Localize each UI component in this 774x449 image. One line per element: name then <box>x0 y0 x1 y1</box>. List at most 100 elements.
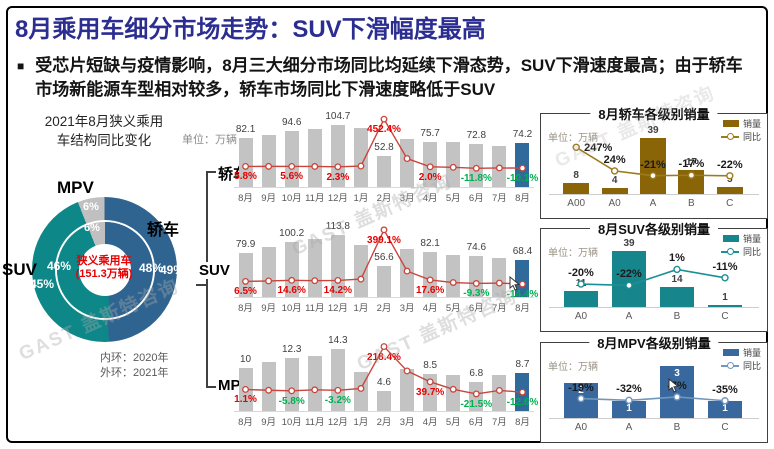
trend-bar-value: 72.8 <box>466 129 487 141</box>
trend-yoy-label: -21.5% <box>460 398 493 410</box>
axis-month-label: 12月 <box>327 303 348 314</box>
legend-sales-label: 销量 <box>742 348 761 358</box>
donut-note-outer: 外环：2021年 <box>100 367 169 379</box>
axis-month-label: 5月 <box>445 417 461 428</box>
trend-bar <box>238 138 253 187</box>
legend-line-marker <box>726 248 734 255</box>
axis-month-label: 7月 <box>492 417 507 428</box>
panel-bar <box>640 138 666 194</box>
trend-yoy-label: -10.1% <box>506 173 539 185</box>
trend-bar-value: 14.3 <box>328 335 348 346</box>
axis-month-label: 5月 <box>445 193 461 204</box>
panel-yoy-label: -35% <box>712 383 738 396</box>
panel-yoy-label: -22% <box>716 158 743 171</box>
panel-yoy-label: 24% <box>603 153 626 166</box>
donut-label-mpv: MPV <box>57 178 94 197</box>
trend-yoy-label: -5.8% <box>278 395 305 407</box>
panel-axis <box>549 418 759 419</box>
trend-bar-value: 6.8 <box>469 367 484 379</box>
trend-bar <box>307 128 322 187</box>
summary-text: 受芯片短缺与疫情影响，8月三大细分市场同比均延续下滑态势，SUV下滑速度最高；由… <box>35 56 743 99</box>
axis-month-label: 9月 <box>261 193 277 204</box>
axis-month-label: 6月 <box>468 193 484 204</box>
panel-unit-label: 单位：万辆 <box>548 248 598 259</box>
axis-month-label: 10月 <box>281 303 302 314</box>
trend-yoy-label: 1.1% <box>234 394 257 406</box>
trend-bar-value: 10 <box>239 353 252 365</box>
axis-month-label: 8月 <box>238 417 253 428</box>
axis-month-label: 3月 <box>399 303 415 314</box>
trend-bar-value: 52.8 <box>374 141 394 153</box>
axis-month-label: 2月 <box>376 417 392 428</box>
axis-month-label: 8月 <box>238 303 253 314</box>
trend-yoy-label: 2.3% <box>326 171 350 183</box>
panel-category-label: A0 <box>608 198 621 209</box>
legend-yoy-label: 同比 <box>742 361 761 371</box>
axis-month-label: 8月 <box>515 417 530 428</box>
trend-yoy-label: -9.3% <box>463 288 490 300</box>
panel-category-label: A <box>625 311 633 322</box>
panel-unit-label: 单位：万辆 <box>548 362 598 373</box>
panel-category-label: A <box>649 198 657 209</box>
panel-bar-value: 39 <box>623 238 635 249</box>
trend-axis: 8月 9月 10月 11月 12月 1月 2月 3月 4月 5月 6月 7月 8月 <box>234 414 534 428</box>
axis-month-label: 12月 <box>327 417 348 428</box>
panel-bar-value: 4 <box>611 175 618 187</box>
panel-legend: 销量 同比 <box>720 232 761 258</box>
trend-yoy-label: 399.1% <box>367 234 401 246</box>
panel-yoy-label: -17% <box>678 158 705 171</box>
bracket-line <box>206 172 208 387</box>
trend-bar-value: 8.7 <box>515 359 530 371</box>
trend-bar-value: 8.5 <box>423 360 438 372</box>
panel-yoy-label: -22% <box>616 268 642 281</box>
panel-bar <box>708 305 742 307</box>
trend-bar <box>377 155 391 187</box>
axis-month-label: 4月 <box>422 303 438 314</box>
legend-bar-swatch <box>722 120 739 127</box>
panel-category-label: A0 <box>574 422 588 433</box>
panel-bar <box>612 400 646 418</box>
panel-yoy-label: -11% <box>712 260 738 273</box>
trend-yoy-label: -12.6% <box>506 397 539 409</box>
suv-segment-panel: 8月SUV各级别销量 单位：万辆 销量 同比 A0ABC1139141-20%-… <box>540 219 768 332</box>
bracket-stub-bottom <box>206 386 216 388</box>
panel-legend: 销量 同比 <box>720 117 761 143</box>
trend-bar <box>400 368 415 411</box>
trend-bar-value: 104.7 <box>325 111 351 122</box>
trend-yoy-label: -14.4% <box>506 289 539 301</box>
panel-category-label: A00 <box>567 198 586 209</box>
page-title: 8月乘用车细分市场走势：SUV下滑幅度最高 <box>15 16 486 43</box>
panel-plot: A00A0ABC8439175247%24%-21%-17%-22% <box>541 114 767 218</box>
panel-bar-value: 14 <box>671 273 683 285</box>
panel-bar <box>564 291 598 307</box>
trend-bar <box>446 255 461 297</box>
trend-bar-value: 79.9 <box>235 239 256 251</box>
trend-bar <box>261 135 276 187</box>
bracket-stub-mid <box>196 284 206 286</box>
donut-pct-mpv-outer: 6% <box>83 201 99 213</box>
axis-month-label: 11月 <box>305 303 325 314</box>
axis-month-label: 8月 <box>515 193 530 204</box>
donut-hole <box>78 243 131 296</box>
donut-label-sedan: 轿车 <box>147 222 180 239</box>
trend-bar <box>238 253 253 297</box>
axis-month-label: 6月 <box>468 303 484 314</box>
panel-category-label: B <box>688 198 695 209</box>
trend-plot: 10 12.3 14.3 4.6 8.5 6.8 8.7 1.1% -5.8% -3.2% 218.… <box>234 332 538 412</box>
legend-bar-swatch <box>722 349 739 356</box>
legend-yoy-label: 同比 <box>742 132 761 142</box>
panel-plot: A0ABC1139141-20%-22%1%-11% <box>541 229 767 331</box>
trend-bar <box>492 258 507 297</box>
trend-bar-value: 82.1 <box>235 124 256 136</box>
trend-bar <box>284 357 299 411</box>
trend-bar-value: 4.6 <box>377 377 391 389</box>
trend-bar <box>330 349 345 411</box>
panel-bar-value: 2 <box>578 385 584 397</box>
panel-category-label: A <box>625 422 633 433</box>
panel-bar <box>708 400 742 418</box>
axis-month-label: 3月 <box>399 417 415 428</box>
panel-yoy-label: 1% <box>669 252 685 265</box>
trend-bar <box>353 127 368 187</box>
legend-line-marker <box>726 362 734 369</box>
trend-bar <box>307 355 322 411</box>
